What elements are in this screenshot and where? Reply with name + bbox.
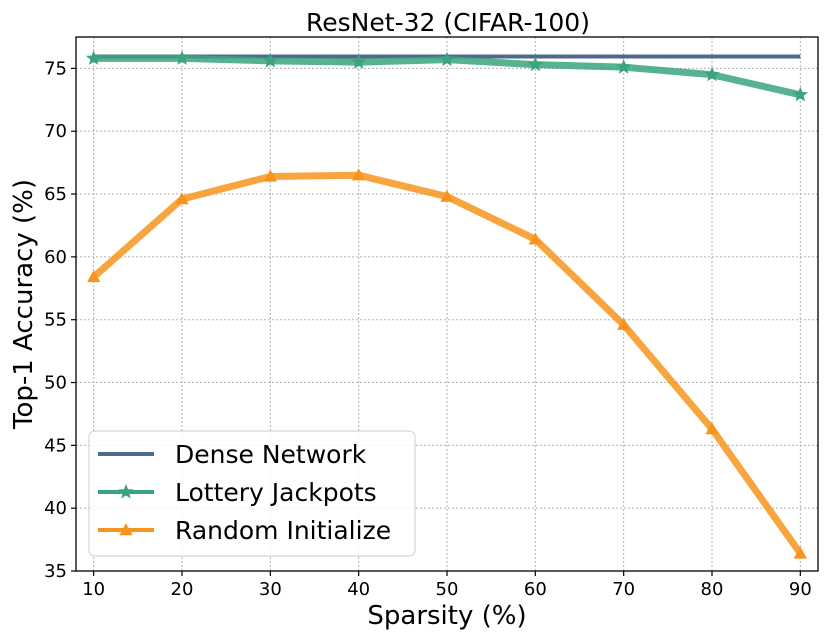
data-point xyxy=(792,86,809,102)
x-tick-label: 20 xyxy=(171,579,194,600)
legend-entry: Dense Network xyxy=(98,440,367,469)
legend-label: Dense Network xyxy=(175,440,367,469)
data-point xyxy=(174,50,190,65)
x-tick-label: 80 xyxy=(701,579,724,600)
x-tick-label: 30 xyxy=(259,579,282,600)
y-tick-label: 65 xyxy=(44,184,67,205)
legend: Dense Network Lottery Jackpots Random Init… xyxy=(88,430,416,557)
legend-box xyxy=(88,430,416,557)
data-point xyxy=(527,56,544,72)
y-tick-label: 50 xyxy=(44,373,67,394)
data-point xyxy=(439,51,455,67)
y-tick-label: 60 xyxy=(44,247,67,268)
x-tick-label: 40 xyxy=(347,579,370,600)
ticks: 10 20 30 40 50 60 70 80 90 35 40 45 50 55 60 65 70 75 xyxy=(44,58,812,600)
legend-entry: Lottery Jackpots xyxy=(98,478,377,507)
legend-marker xyxy=(119,523,133,536)
data-point xyxy=(615,59,632,74)
y-tick-label: 55 xyxy=(44,310,67,331)
data-point xyxy=(704,66,720,82)
series-lottery-jackpots xyxy=(85,50,809,102)
data-point xyxy=(86,270,101,283)
x-tick-label: 60 xyxy=(524,579,547,600)
legend-entry: Random Initialize xyxy=(98,516,391,545)
x-axis-label: Sparsity (%) xyxy=(367,601,526,631)
x-tick-label: 90 xyxy=(789,579,812,600)
legend-label: Random Initialize xyxy=(175,516,391,545)
series-layer xyxy=(85,50,809,559)
y-tick-label: 70 xyxy=(44,121,67,142)
data-point xyxy=(262,52,279,68)
legend-marker xyxy=(118,483,134,499)
y-tick-label: 45 xyxy=(44,435,67,456)
data-point xyxy=(175,192,189,205)
series-random-initialize xyxy=(86,168,808,559)
chart-title: ResNet-32 (CIFAR-100) xyxy=(306,8,590,37)
y-axis-label: Top-1 Accuracy (%) xyxy=(9,179,39,430)
x-tick-label: 50 xyxy=(436,579,459,600)
x-tick-label: 10 xyxy=(82,579,105,600)
data-point xyxy=(85,50,102,65)
data-point xyxy=(705,422,719,435)
y-tick-label: 35 xyxy=(44,561,67,582)
data-point xyxy=(793,546,808,559)
data-point xyxy=(440,189,454,202)
data-point xyxy=(263,169,278,182)
data-point xyxy=(350,54,367,69)
data-point xyxy=(616,317,631,330)
y-tick-label: 40 xyxy=(44,498,67,519)
legend-label: Lottery Jackpots xyxy=(175,478,377,507)
legend-entries: Dense Network Lottery Jackpots Random Init… xyxy=(98,440,391,545)
y-tick-label: 75 xyxy=(44,58,67,79)
data-point xyxy=(351,168,366,181)
data-point xyxy=(528,232,543,245)
x-tick-label: 70 xyxy=(612,579,635,600)
